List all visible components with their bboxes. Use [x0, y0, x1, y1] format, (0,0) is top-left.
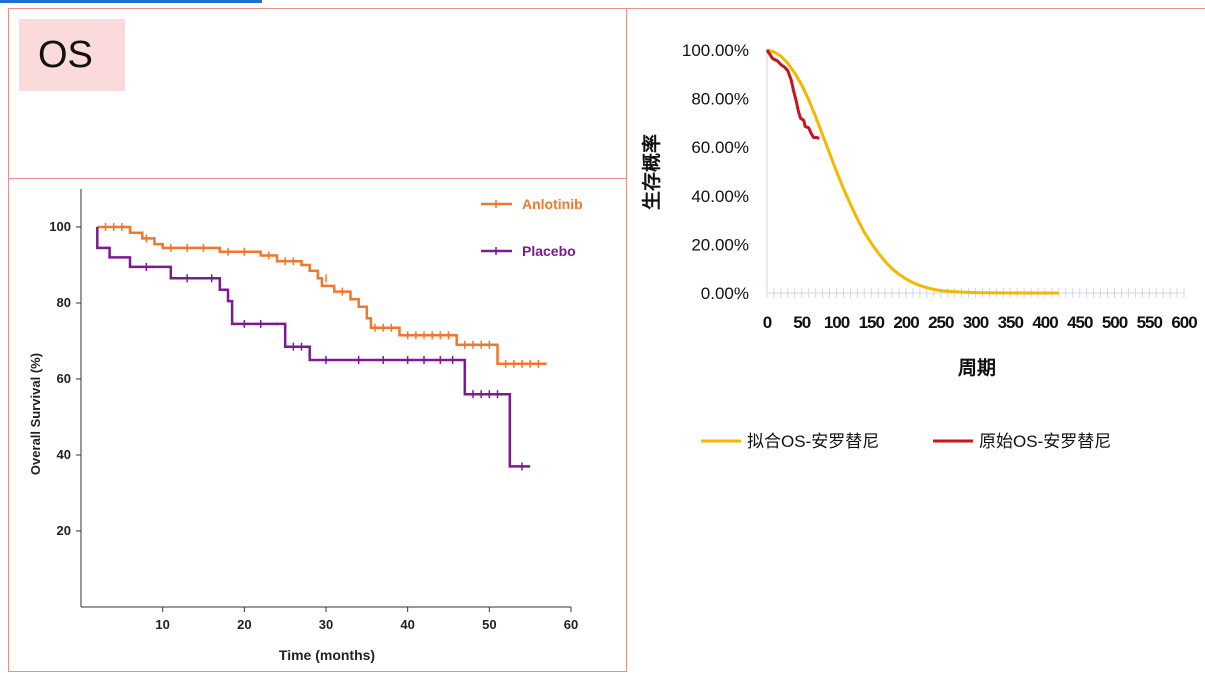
legend-label: Placebo	[522, 243, 576, 259]
x-axis-title: 周期	[958, 357, 996, 379]
fitted-survival-chart: 0 50 100 150 200 250 300 350 400 450 500 550 600 0.00…	[640, 41, 1198, 451]
km-chart-panel: 10 20 30 40 50 60 20 40 60 80 100 Time (months) Over…	[8, 178, 627, 672]
x-tick-label: 20	[237, 617, 251, 632]
km-survival-chart: 10 20 30 40 50 60 20 40 60 80 100 Time (months) Over…	[28, 189, 583, 663]
x-tick-label: 400	[1032, 313, 1058, 332]
legend-label: 拟合OS-安罗替尼	[747, 432, 879, 451]
y-tick-label: 20	[57, 523, 71, 538]
y-tick-label: 80.00%	[691, 90, 749, 109]
series-line-placebo	[96, 227, 531, 468]
empty-panel	[626, 476, 1205, 672]
original-series-line	[765, 49, 820, 141]
os-title-panel: OS	[8, 8, 627, 180]
x-tick-label: 60	[564, 617, 578, 632]
x-tick-label: 50	[793, 313, 810, 332]
x-tick-label: 500	[1102, 313, 1128, 332]
y-tick-label: 100	[49, 219, 71, 234]
legend-label: Anlotinib	[522, 196, 583, 212]
x-axis-title: Time (months)	[279, 647, 375, 663]
x-tick-label: 300	[963, 313, 989, 332]
series-line-anlotinib	[97, 225, 547, 366]
legend-label: 原始OS-安罗替尼	[979, 432, 1111, 451]
fitted-series-line	[766, 48, 1059, 295]
x-tick-label: 600	[1171, 313, 1197, 332]
x-tick-label: 40	[400, 617, 414, 632]
os-badge: OS	[19, 19, 125, 91]
top-accent-line	[0, 0, 262, 3]
y-tick-label: 60	[57, 371, 71, 386]
fitted-chart-panel: 0 50 100 150 200 250 300 350 400 450 500 550 600 0.00…	[626, 8, 1205, 478]
x-tick-label: 30	[319, 617, 333, 632]
y-tick-label: 100.00%	[682, 41, 749, 60]
x-tick-label: 100	[824, 313, 850, 332]
y-tick-label: 0.00%	[701, 284, 749, 303]
y-axis-title: 生存概率	[640, 134, 663, 210]
x-tick-label: 350	[998, 313, 1024, 332]
y-axis-title: Overall Survival (%)	[28, 353, 43, 475]
x-tick-label: 150	[859, 313, 885, 332]
x-tick-label: 0	[763, 313, 772, 332]
x-tick-label: 550	[1137, 313, 1163, 332]
x-tick-label: 450	[1067, 313, 1093, 332]
y-tick-label: 40.00%	[691, 187, 749, 206]
y-tick-label: 40	[57, 447, 71, 462]
y-tick-label: 80	[57, 295, 71, 310]
x-tick-label: 10	[155, 617, 169, 632]
x-tick-label: 200	[893, 313, 919, 332]
x-tick-label: 50	[482, 617, 496, 632]
y-tick-label: 60.00%	[691, 138, 749, 157]
x-tick-label: 250	[928, 313, 954, 332]
y-tick-label: 20.00%	[691, 235, 749, 254]
